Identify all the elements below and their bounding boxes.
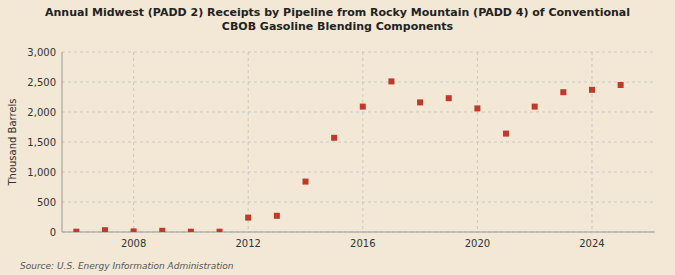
point: [131, 228, 137, 232]
point: [446, 95, 452, 101]
point: [560, 89, 566, 95]
y-tick-label: 3,000: [27, 47, 56, 58]
x-grid-line: [248, 52, 249, 232]
title: Annual Midwest (PADD 2) Receipts by Pipe…: [45, 6, 630, 33]
point: [303, 179, 309, 185]
x-axis-line: [62, 232, 655, 233]
point: [589, 87, 595, 93]
y-grid-line: [62, 202, 655, 203]
title-line: CBOB Gasoline Blending Components: [222, 20, 454, 33]
point: [159, 228, 165, 232]
point: [360, 104, 366, 110]
point: [102, 227, 108, 232]
x-grid-line: [591, 52, 592, 232]
point: [245, 215, 251, 221]
y-axis-label: Thousand Barrels: [7, 98, 18, 186]
grid: [62, 52, 655, 232]
y-grid-line: [62, 112, 655, 113]
y-tick-label: 1,000: [27, 167, 56, 178]
point: [274, 213, 280, 219]
y-tick-label: 2,000: [27, 107, 56, 118]
point: [331, 135, 337, 141]
x-tick-label: 2008: [121, 238, 146, 249]
y-tick-label: 2,500: [27, 77, 56, 88]
y-grid-line: [62, 232, 655, 233]
point: [474, 105, 480, 111]
y-tick-label: 1,500: [27, 137, 56, 148]
chart: Annual Midwest (PADD 2) Receipts by Pipe…: [0, 0, 675, 275]
point: [532, 104, 538, 110]
x-grid-line: [133, 52, 134, 232]
x-grid-line: [477, 52, 478, 232]
y-grid-line: [62, 52, 655, 53]
x-tick-label: 2024: [579, 238, 604, 249]
title-line: Annual Midwest (PADD 2) Receipts by Pipe…: [45, 6, 630, 19]
point: [73, 229, 79, 232]
points: [73, 78, 623, 232]
y-tick-label: 0: [50, 227, 56, 238]
point: [503, 131, 509, 137]
point: [217, 229, 223, 232]
x-tick-label: 2020: [465, 238, 490, 249]
y-axis-line: [62, 52, 63, 232]
point: [388, 78, 394, 84]
y-grid-line: [62, 82, 655, 83]
x-grid-line: [362, 52, 363, 232]
point: [417, 99, 423, 105]
source: Source: U.S. Energy Information Administ…: [20, 261, 234, 271]
y-tick-label: 500: [37, 197, 56, 208]
y-grid-line: [62, 142, 655, 143]
point: [188, 229, 194, 232]
x-tick-label: 2016: [350, 238, 375, 249]
y-grid-line: [62, 172, 655, 173]
x-tick-label: 2012: [235, 238, 260, 249]
point: [618, 82, 624, 88]
